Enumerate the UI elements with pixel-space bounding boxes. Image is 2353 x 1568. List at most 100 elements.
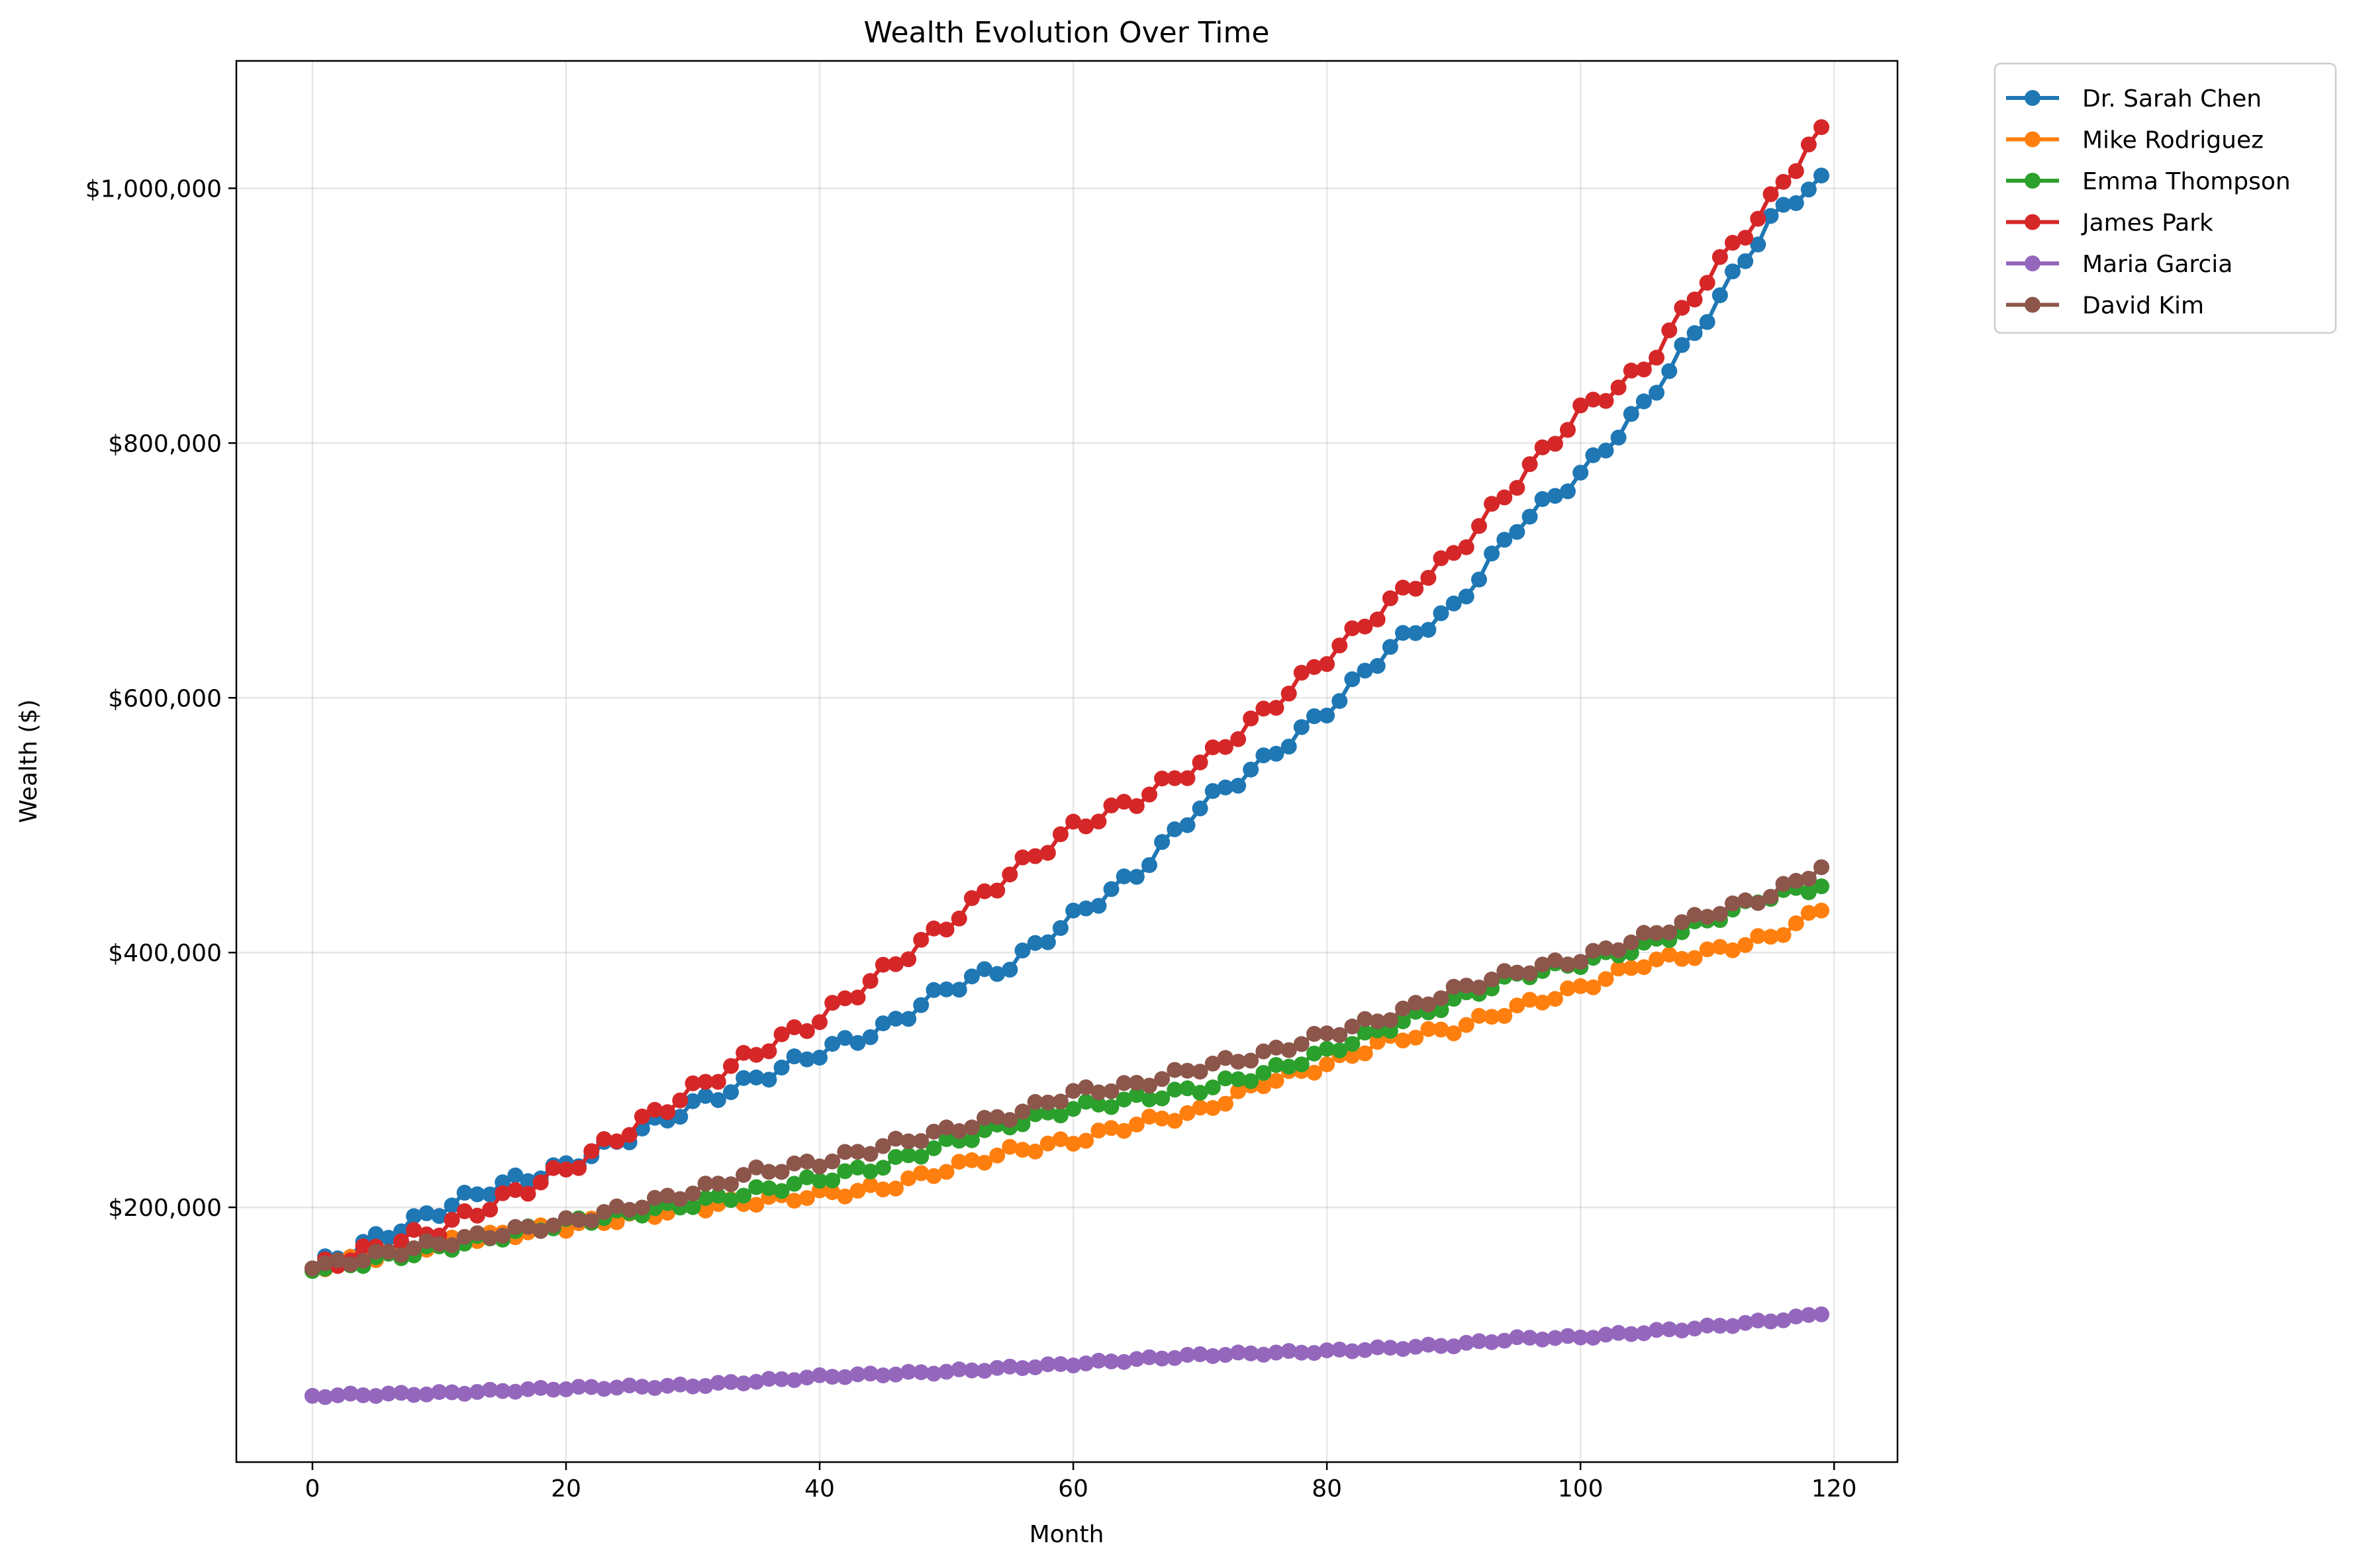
data-point — [1547, 991, 1563, 1007]
data-point — [1255, 700, 1272, 717]
data-point — [1649, 385, 1665, 401]
data-point — [1661, 363, 1678, 379]
data-point — [812, 1014, 828, 1031]
data-point — [1711, 1318, 1728, 1334]
data-point — [1395, 1000, 1411, 1017]
data-point — [507, 1167, 524, 1183]
data-point — [1788, 872, 1804, 889]
data-point — [1521, 456, 1538, 473]
data-point — [977, 961, 992, 978]
data-point — [900, 951, 917, 968]
data-point — [736, 1187, 752, 1204]
data-point — [862, 1177, 879, 1193]
data-point — [685, 1093, 701, 1109]
data-point — [1725, 942, 1741, 958]
data-point — [1154, 1110, 1171, 1127]
data-point — [1331, 637, 1348, 654]
data-point — [1496, 1332, 1513, 1349]
data-point — [798, 1051, 815, 1068]
data-point — [926, 1365, 942, 1382]
data-point — [1813, 859, 1830, 876]
data-point — [1357, 618, 1373, 635]
data-point — [1357, 1025, 1373, 1040]
data-point — [1243, 1052, 1259, 1069]
axis-ticks: 0 20 40 60 80 100 120 $200,000 $400,000 $600,000 $… — [85, 175, 1857, 1502]
data-point — [1014, 849, 1031, 866]
data-point — [1027, 935, 1043, 951]
data-point — [1433, 1021, 1449, 1038]
data-point — [1002, 962, 1018, 978]
data-point — [1445, 1025, 1462, 1042]
data-point — [659, 1187, 676, 1204]
data-point — [1255, 1065, 1272, 1081]
data-point — [862, 1365, 879, 1382]
data-point — [583, 1143, 600, 1160]
data-point — [1471, 518, 1487, 534]
data-point — [1762, 929, 1779, 945]
data-point — [1813, 1306, 1830, 1322]
data-point — [330, 1387, 346, 1404]
x-tick-label: 40 — [804, 1475, 835, 1502]
data-point — [1192, 1099, 1208, 1116]
data-point — [1167, 770, 1183, 786]
data-point — [926, 982, 942, 998]
data-point — [875, 1138, 891, 1154]
data-point — [1471, 980, 1487, 995]
data-point — [1306, 1045, 1322, 1062]
data-point — [989, 882, 1006, 899]
data-point — [520, 1173, 536, 1189]
data-point — [1408, 995, 1424, 1011]
data-point — [406, 1222, 422, 1238]
data-point — [634, 1108, 650, 1125]
data-point — [1306, 708, 1322, 725]
y-tick-label: $800,000 — [108, 430, 222, 457]
data-point — [1800, 136, 1817, 153]
data-point — [431, 1384, 448, 1401]
legend-item: Maria Garcia — [2006, 251, 2233, 278]
data-point — [1813, 119, 1830, 136]
data-point — [875, 1181, 891, 1197]
data-point — [1002, 1358, 1018, 1375]
data-point — [1699, 314, 1715, 330]
data-point — [1737, 230, 1754, 246]
data-point — [1344, 620, 1361, 637]
data-point — [938, 921, 955, 938]
data-point — [1560, 980, 1576, 997]
data-point — [1319, 1056, 1335, 1073]
data-point — [621, 1127, 638, 1143]
data-point — [723, 1192, 739, 1209]
data-point — [1128, 1117, 1145, 1132]
data-point — [887, 1011, 904, 1027]
series-david-kim — [304, 859, 1830, 1277]
data-point — [1737, 937, 1754, 953]
data-point — [1369, 611, 1386, 627]
data-point — [1002, 866, 1018, 883]
data-point — [1192, 800, 1208, 817]
data-point — [1293, 1036, 1310, 1052]
data-point — [1052, 1107, 1069, 1124]
data-point — [304, 1387, 320, 1404]
data-point — [748, 1197, 765, 1213]
data-point — [418, 1205, 435, 1221]
data-point — [1699, 909, 1715, 925]
data-point — [469, 1225, 485, 1242]
data-point — [1255, 1078, 1272, 1095]
data-point — [748, 1373, 765, 1390]
data-point — [444, 1237, 460, 1254]
data-point — [1484, 1009, 1500, 1025]
data-point — [495, 1227, 511, 1244]
data-point — [1002, 1138, 1018, 1155]
data-point — [1204, 783, 1221, 800]
data-point — [1762, 1313, 1779, 1330]
data-point — [1788, 1309, 1804, 1324]
data-point — [1521, 1330, 1538, 1346]
data-point — [1179, 1080, 1196, 1097]
data-point — [1750, 1313, 1766, 1329]
data-point — [367, 1388, 384, 1405]
data-point — [1039, 1094, 1056, 1111]
data-point — [406, 1387, 422, 1403]
data-point — [1230, 1071, 1247, 1087]
data-point — [951, 1154, 967, 1170]
data-point — [393, 1233, 409, 1250]
data-point — [418, 1386, 435, 1403]
